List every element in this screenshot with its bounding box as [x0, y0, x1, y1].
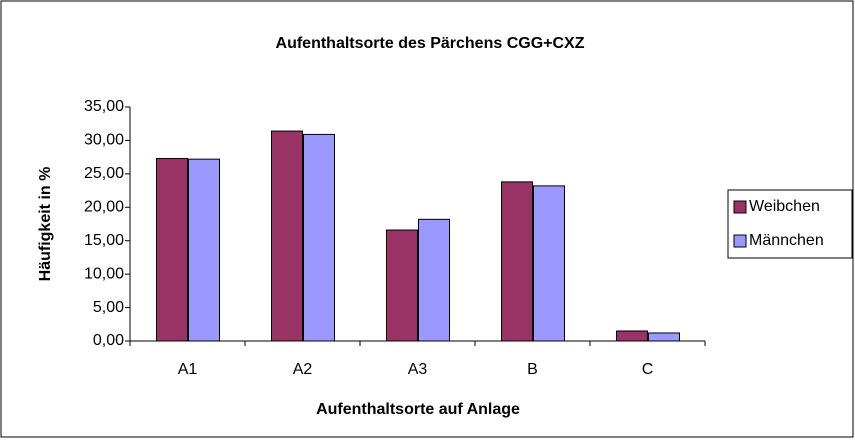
- legend-swatch: [733, 234, 747, 248]
- y-tick-label: 15,00: [84, 232, 124, 249]
- x-tick-label: A2: [293, 361, 313, 378]
- y-tick-label: 10,00: [84, 265, 124, 282]
- bar: [386, 229, 418, 342]
- y-tick-label: 20,00: [84, 199, 124, 216]
- x-tick-label: B: [527, 361, 538, 378]
- y-tick-label: 30,00: [84, 132, 124, 149]
- bar: [418, 218, 450, 342]
- bar: [188, 158, 220, 342]
- legend-label: Männchen: [749, 232, 824, 249]
- bar: [616, 330, 648, 342]
- bar: [648, 332, 680, 342]
- legend: [727, 189, 853, 259]
- y-axis-label: Häufigkeit in %: [37, 167, 54, 282]
- legend-swatch: [733, 200, 747, 214]
- y-tick-label: 25,00: [84, 165, 124, 182]
- bar: [303, 133, 335, 342]
- x-axis-label: Aufenthaltsorte auf Anlage: [316, 401, 520, 418]
- x-tick-label: A1: [178, 361, 198, 378]
- chart-title: Aufenthaltsorte des Pärchens CGG+CXZ: [276, 35, 585, 52]
- bar: [156, 157, 188, 342]
- legend-label: Weibchen: [749, 198, 820, 215]
- y-tick-label: 5,00: [93, 299, 124, 316]
- y-tick-label: 35,00: [84, 98, 124, 115]
- bar: [501, 181, 533, 342]
- x-tick-label: C: [642, 361, 654, 378]
- y-tick-label: 0,00: [93, 332, 124, 349]
- bar: [533, 185, 565, 342]
- x-tick-label: A3: [408, 361, 428, 378]
- bar: [271, 130, 303, 342]
